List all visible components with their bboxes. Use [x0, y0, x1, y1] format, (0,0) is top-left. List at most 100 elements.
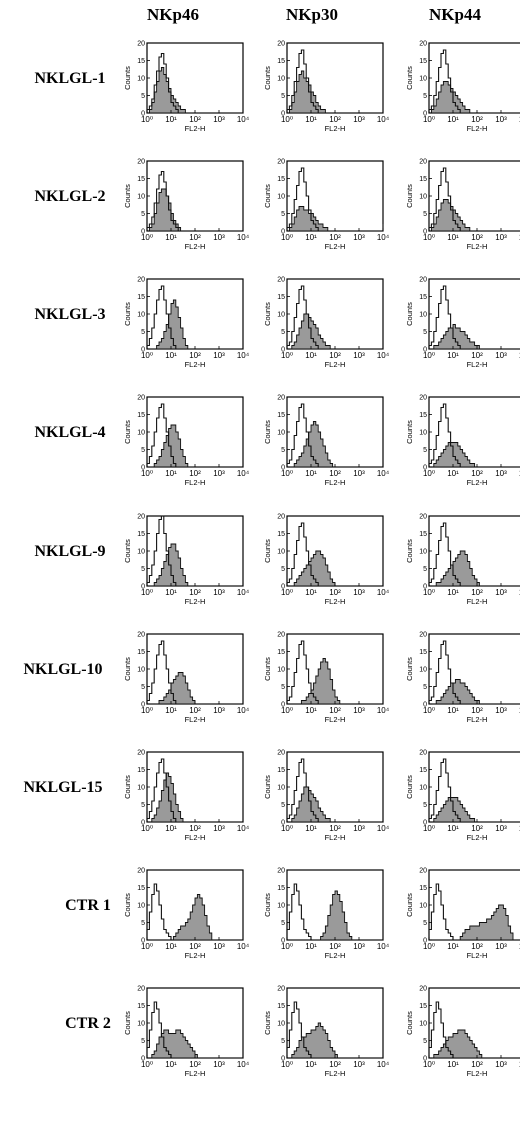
stained-histogram	[287, 421, 383, 468]
x-tick-label: 10¹	[447, 351, 459, 360]
x-tick-label: 10⁴	[377, 469, 390, 478]
x-tick-label: 10²	[329, 706, 341, 715]
y-tick-label: 5	[423, 566, 427, 573]
x-tick-label: 10⁰	[281, 1060, 293, 1069]
x-tick-label: 10¹	[165, 942, 177, 951]
x-axis-label: FL2-H	[185, 242, 206, 251]
y-tick-label: 0	[281, 702, 285, 709]
x-tick-label: 10⁴	[377, 233, 390, 242]
y-tick-label: 15	[277, 412, 285, 419]
y-tick-label: 0	[423, 111, 427, 118]
x-axis-label: FL2-H	[467, 242, 488, 251]
x-axis-label: FL2-H	[325, 478, 346, 487]
x-tick-label: 10⁰	[141, 469, 153, 478]
x-axis-label: FL2-H	[325, 1069, 346, 1078]
stained-histogram	[147, 772, 243, 823]
x-tick-label: 10⁰	[281, 233, 293, 242]
stained-histogram	[147, 299, 243, 350]
x-tick-label: 10³	[213, 942, 225, 951]
y-tick-label: 5	[281, 329, 285, 336]
y-tick-label: 5	[141, 447, 145, 454]
x-tick-label: 10²	[189, 351, 201, 360]
x-tick-label: 10⁰	[423, 233, 435, 242]
x-tick-label: 10¹	[447, 115, 459, 124]
y-axis-label: Counts	[263, 1011, 272, 1035]
x-tick-label: 10³	[213, 115, 225, 124]
x-tick-label: 10³	[495, 942, 507, 951]
x-tick-label: 10²	[471, 469, 483, 478]
column-header: NKp30	[286, 5, 338, 24]
histogram-panel: 0 5 10 15 20 10⁰ 10¹ 10² 10³ 10⁴ FL2-H Counts	[263, 750, 390, 843]
column-header: NKp44	[429, 5, 481, 24]
x-tick-label: 10⁰	[141, 942, 153, 951]
y-tick-label: 20	[137, 868, 145, 875]
x-tick-label: 10⁴	[377, 115, 390, 124]
x-tick-label: 10¹	[305, 351, 317, 360]
stained-histogram	[287, 70, 383, 114]
y-tick-label: 10	[277, 76, 285, 83]
y-axis-label: Counts	[123, 420, 132, 444]
y-tick-label: 20	[277, 277, 285, 284]
x-tick-label: 10⁴	[519, 706, 520, 715]
y-tick-label: 10	[137, 430, 145, 437]
stained-histogram	[287, 206, 384, 232]
x-tick-label: 10⁴	[377, 942, 390, 951]
control-histogram	[146, 883, 243, 941]
y-tick-label: 15	[137, 176, 145, 183]
x-tick-label: 10³	[495, 351, 507, 360]
x-tick-label: 10⁴	[519, 588, 520, 597]
x-tick-label: 10²	[329, 942, 341, 951]
x-tick-label: 10⁴	[377, 706, 390, 715]
y-axis-label: Counts	[263, 184, 272, 208]
x-tick-label: 10³	[353, 1060, 365, 1069]
y-axis-label: Counts	[123, 657, 132, 681]
y-tick-label: 20	[419, 395, 427, 402]
y-tick-label: 20	[277, 514, 285, 521]
y-tick-label: 0	[281, 820, 285, 827]
y-tick-label: 15	[419, 412, 427, 419]
x-tick-label: 10⁴	[237, 706, 250, 715]
x-tick-label: 10²	[329, 1060, 341, 1069]
y-tick-label: 20	[419, 159, 427, 166]
x-tick-label: 10¹	[165, 1060, 177, 1069]
y-tick-label: 15	[419, 531, 427, 538]
x-axis-label: FL2-H	[467, 124, 488, 133]
y-tick-label: 0	[281, 347, 285, 354]
x-tick-label: 10²	[189, 824, 201, 833]
x-tick-label: 10⁰	[281, 469, 293, 478]
x-tick-label: 10²	[471, 115, 483, 124]
histogram-panel: 0 5 10 15 20 10⁰ 10¹ 10² 10³ 10⁴ FL2-H Counts	[405, 868, 520, 960]
x-tick-label: 10³	[495, 233, 507, 242]
x-tick-label: 10¹	[447, 824, 459, 833]
x-tick-label: 10⁴	[237, 824, 250, 833]
x-axis-label: FL2-H	[325, 242, 346, 251]
stained-histogram	[287, 786, 383, 823]
x-axis-label: FL2-H	[467, 951, 488, 960]
y-tick-label: 15	[277, 649, 285, 656]
x-tick-label: 10¹	[447, 469, 459, 478]
y-axis-label: Counts	[123, 184, 132, 208]
stained-histogram	[429, 199, 520, 232]
y-tick-label: 5	[423, 329, 427, 336]
x-tick-label: 10³	[353, 351, 365, 360]
y-tick-label: 5	[281, 93, 285, 100]
x-tick-label: 10³	[213, 233, 225, 242]
x-axis-label: FL2-H	[325, 951, 346, 960]
x-tick-label: 10⁰	[423, 824, 435, 833]
x-tick-label: 10¹	[305, 469, 317, 478]
row-label: NKLGL-10	[23, 661, 102, 678]
x-tick-label: 10⁰	[141, 233, 153, 242]
y-tick-label: 15	[277, 58, 285, 65]
x-tick-label: 10⁴	[519, 824, 520, 833]
row-label: NKLGL-2	[34, 188, 105, 205]
y-tick-label: 0	[141, 465, 145, 472]
x-tick-label: 10²	[471, 1060, 483, 1069]
x-tick-label: 10¹	[165, 233, 177, 242]
control-histogram	[146, 758, 243, 823]
y-tick-label: 20	[419, 986, 427, 993]
x-tick-label: 10⁴	[237, 942, 250, 951]
control-histogram	[428, 522, 520, 587]
y-tick-label: 0	[281, 229, 285, 236]
x-tick-label: 10⁴	[519, 469, 520, 478]
x-axis-label: FL2-H	[185, 833, 206, 842]
